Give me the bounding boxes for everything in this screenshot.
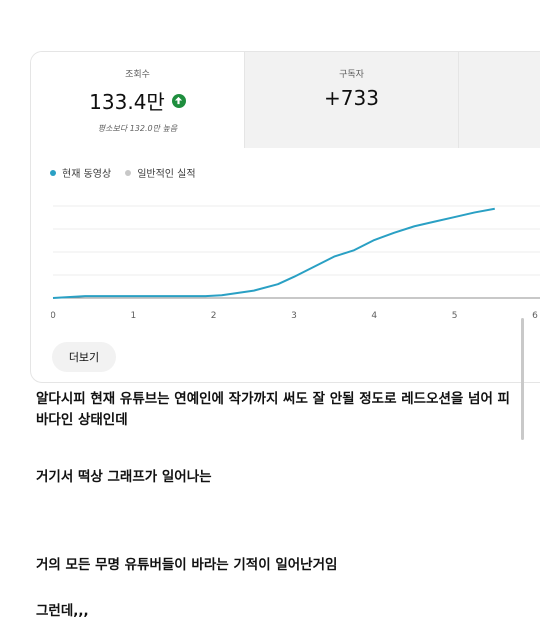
x-tick-label: 6: [532, 311, 538, 321]
views-line-chart: 0 1 2 3 4 5 6: [51, 205, 540, 321]
subscribers-value-wrap: +733: [324, 86, 379, 110]
legend-typical-label: 일반적인 실적: [137, 169, 196, 180]
views-compare: 평소보다 132.0만 높음: [97, 124, 178, 133]
subscribers-label: 구독자: [339, 70, 364, 80]
post-text-1: 알다시피 현재 유튜브는 연예인에 작가까지 써도 잘 안될 정도로 레드오션을…: [36, 391, 510, 428]
x-tick-label: 2: [211, 311, 217, 321]
x-tick-label: 5: [452, 311, 458, 321]
legend-current-swatch: [50, 169, 56, 176]
stats-row: 조회수 133.4만 평소보다 132.0만 높음 구독자 +733 :: [31, 52, 540, 148]
scrollbar[interactable]: [521, 318, 524, 440]
legend-typical: 일반적인 실적: [125, 165, 196, 180]
post-text-2: 거기서 떡상 그래프가 일어나는: [36, 469, 212, 485]
arrow-up-icon: [171, 93, 186, 108]
post-text-4: 그런데,,,: [36, 603, 89, 619]
views-value-wrap: 133.4만: [89, 86, 186, 115]
views-value: 133.4만: [89, 90, 165, 114]
x-tick-label: 1: [130, 311, 136, 321]
x-tick-label: 0: [51, 311, 56, 321]
post-text-3: 거의 모든 무명 유튜버들이 바라는 기적이 일어난거임: [36, 557, 338, 573]
subscribers-value: +733: [324, 86, 379, 110]
stat-views[interactable]: 조회수 133.4만 평소보다 132.0만 높음: [31, 52, 245, 148]
more-button[interactable]: 더보기: [52, 342, 116, 372]
x-tick-label: 3: [291, 311, 297, 321]
chart-legend: 현재 동영상 일반적인 실적: [50, 165, 210, 180]
stat-subscribers[interactable]: 구독자 +733: [245, 52, 459, 148]
analytics-card: 조회수 133.4만 평소보다 132.0만 높음 구독자 +733 : 현재 …: [30, 51, 540, 383]
stat-truncated[interactable]: :: [459, 52, 540, 148]
views-label: 조회수: [125, 70, 150, 80]
x-tick-label: 4: [371, 311, 377, 321]
series-line-current: [52, 207, 495, 299]
legend-typical-swatch: [125, 169, 132, 176]
legend-current: 현재 동영상: [50, 165, 111, 180]
legend-current-label: 현재 동영상: [62, 169, 112, 180]
